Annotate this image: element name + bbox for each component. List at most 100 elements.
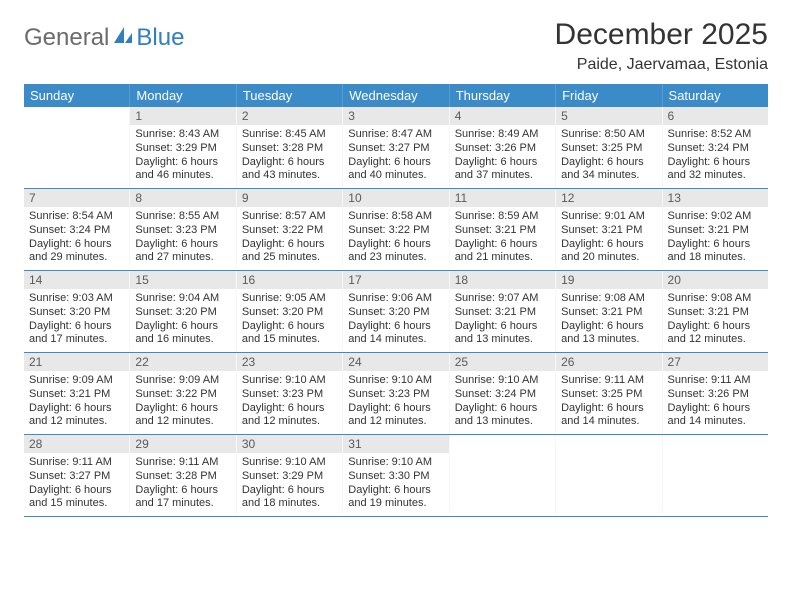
sunrise-line: Sunrise: 9:06 AM — [348, 292, 443, 306]
day-cell: 15Sunrise: 9:04 AMSunset: 3:20 PMDayligh… — [130, 271, 236, 352]
daylight-line: Daylight: 6 hours and 12 minutes. — [135, 402, 230, 430]
sunrise-line: Sunrise: 8:49 AM — [455, 128, 550, 142]
weekday-header: Friday — [556, 84, 662, 107]
day-number: 18 — [450, 271, 555, 289]
weekday-header: Sunday — [24, 84, 130, 107]
sunset-line: Sunset: 3:29 PM — [135, 142, 230, 156]
sunrise-line: Sunrise: 9:04 AM — [135, 292, 230, 306]
daylight-line: Daylight: 6 hours and 16 minutes. — [135, 320, 230, 348]
sunrise-line: Sunrise: 8:57 AM — [242, 210, 337, 224]
daylight-line: Daylight: 6 hours and 43 minutes. — [242, 156, 337, 184]
sunset-line: Sunset: 3:21 PM — [561, 224, 656, 238]
day-body: Sunrise: 9:10 AMSunset: 3:24 PMDaylight:… — [450, 371, 555, 434]
day-number: 28 — [24, 435, 129, 453]
day-body: Sunrise: 9:10 AMSunset: 3:29 PMDaylight:… — [237, 453, 342, 516]
daylight-line: Daylight: 6 hours and 32 minutes. — [668, 156, 763, 184]
day-body: Sunrise: 8:50 AMSunset: 3:25 PMDaylight:… — [556, 125, 661, 188]
day-cell: 21Sunrise: 9:09 AMSunset: 3:21 PMDayligh… — [24, 353, 130, 434]
sunset-line: Sunset: 3:21 PM — [455, 224, 550, 238]
sunset-line: Sunset: 3:20 PM — [29, 306, 124, 320]
day-cell — [663, 435, 768, 516]
day-number: 21 — [24, 353, 129, 371]
sunrise-line: Sunrise: 9:05 AM — [242, 292, 337, 306]
week-row: 7Sunrise: 8:54 AMSunset: 3:24 PMDaylight… — [24, 189, 768, 271]
brand-word-2: Blue — [136, 24, 184, 52]
day-body: Sunrise: 8:55 AMSunset: 3:23 PMDaylight:… — [130, 207, 235, 270]
day-number: 20 — [663, 271, 768, 289]
sunrise-line: Sunrise: 9:09 AM — [135, 374, 230, 388]
day-number: 3 — [343, 107, 448, 125]
sunrise-line: Sunrise: 9:08 AM — [561, 292, 656, 306]
day-cell: 3 Sunrise: 8:47 AMSunset: 3:27 PMDaylight… — [343, 107, 449, 188]
sunset-line: Sunset: 3:27 PM — [29, 470, 124, 484]
week-row: 14Sunrise: 9:03 AMSunset: 3:20 PMDayligh… — [24, 271, 768, 353]
day-cell: 31Sunrise: 9:10 AMSunset: 3:30 PMDayligh… — [343, 435, 449, 516]
brand-sail-icon — [112, 25, 134, 52]
day-number: 4 — [450, 107, 555, 125]
sunset-line: Sunset: 3:28 PM — [135, 470, 230, 484]
sunset-line: Sunset: 3:21 PM — [29, 388, 124, 402]
sunrise-line: Sunrise: 9:10 AM — [348, 374, 443, 388]
day-number: 26 — [556, 353, 661, 371]
day-cell: 25Sunrise: 9:10 AMSunset: 3:24 PMDayligh… — [450, 353, 556, 434]
day-number: 25 — [450, 353, 555, 371]
sunrise-line: Sunrise: 9:02 AM — [668, 210, 763, 224]
day-number: 31 — [343, 435, 448, 453]
daylight-line: Daylight: 6 hours and 23 minutes. — [348, 238, 443, 266]
daylight-line: Daylight: 6 hours and 17 minutes. — [135, 484, 230, 512]
day-number: 13 — [663, 189, 768, 207]
title-block: December 2025 Paide, Jaervamaa, Estonia — [555, 18, 768, 74]
sunset-line: Sunset: 3:29 PM — [242, 470, 337, 484]
sunset-line: Sunset: 3:27 PM — [348, 142, 443, 156]
sunrise-line: Sunrise: 9:11 AM — [29, 456, 124, 470]
day-body: Sunrise: 9:10 AMSunset: 3:23 PMDaylight:… — [343, 371, 448, 434]
daylight-line: Daylight: 6 hours and 12 minutes. — [348, 402, 443, 430]
day-cell: 9Sunrise: 8:57 AMSunset: 3:22 PMDaylight… — [237, 189, 343, 270]
daylight-line: Daylight: 6 hours and 13 minutes. — [561, 320, 656, 348]
daylight-line: Daylight: 6 hours and 13 minutes. — [455, 320, 550, 348]
day-cell: 28Sunrise: 9:11 AMSunset: 3:27 PMDayligh… — [24, 435, 130, 516]
day-body: Sunrise: 9:08 AMSunset: 3:21 PMDaylight:… — [663, 289, 768, 352]
sunrise-line: Sunrise: 9:07 AM — [455, 292, 550, 306]
day-body: Sunrise: 8:59 AMSunset: 3:21 PMDaylight:… — [450, 207, 555, 270]
day-number: 16 — [237, 271, 342, 289]
sunset-line: Sunset: 3:20 PM — [348, 306, 443, 320]
sunset-line: Sunset: 3:23 PM — [242, 388, 337, 402]
day-body: Sunrise: 8:54 AMSunset: 3:24 PMDaylight:… — [24, 207, 129, 270]
day-body: Sunrise: 9:09 AMSunset: 3:22 PMDaylight:… — [130, 371, 235, 434]
daylight-line: Daylight: 6 hours and 14 minutes. — [668, 402, 763, 430]
day-number: 14 — [24, 271, 129, 289]
calendar-grid: Sunday Monday Tuesday Wednesday Thursday… — [24, 84, 768, 517]
calendar-page: General Blue December 2025 Paide, Jaerva… — [0, 0, 792, 535]
sunrise-line: Sunrise: 9:11 AM — [668, 374, 763, 388]
week-row: 21Sunrise: 9:09 AMSunset: 3:21 PMDayligh… — [24, 353, 768, 435]
weekday-header: Monday — [130, 84, 236, 107]
day-body: Sunrise: 8:49 AMSunset: 3:26 PMDaylight:… — [450, 125, 555, 188]
sunset-line: Sunset: 3:25 PM — [561, 388, 656, 402]
day-cell: 4Sunrise: 8:49 AMSunset: 3:26 PMDaylight… — [450, 107, 556, 188]
day-body: Sunrise: 9:11 AMSunset: 3:28 PMDaylight:… — [130, 453, 235, 516]
week-row: 1Sunrise: 8:43 AMSunset: 3:29 PMDaylight… — [24, 107, 768, 189]
day-cell: 8Sunrise: 8:55 AMSunset: 3:23 PMDaylight… — [130, 189, 236, 270]
daylight-line: Daylight: 6 hours and 18 minutes. — [242, 484, 337, 512]
day-cell — [24, 107, 130, 188]
sunrise-line: Sunrise: 9:10 AM — [348, 456, 443, 470]
day-cell: 11Sunrise: 8:59 AMSunset: 3:21 PMDayligh… — [450, 189, 556, 270]
day-cell: 12Sunrise: 9:01 AMSunset: 3:21 PMDayligh… — [556, 189, 662, 270]
sunset-line: Sunset: 3:21 PM — [668, 306, 763, 320]
week-row: 28Sunrise: 9:11 AMSunset: 3:27 PMDayligh… — [24, 435, 768, 517]
day-cell: 1Sunrise: 8:43 AMSunset: 3:29 PMDaylight… — [130, 107, 236, 188]
day-cell: 13Sunrise: 9:02 AMSunset: 3:21 PMDayligh… — [663, 189, 768, 270]
daylight-line: Daylight: 6 hours and 12 minutes. — [29, 402, 124, 430]
day-cell: 26Sunrise: 9:11 AMSunset: 3:25 PMDayligh… — [556, 353, 662, 434]
day-cell: 2Sunrise: 8:45 AMSunset: 3:28 PMDaylight… — [237, 107, 343, 188]
sunset-line: Sunset: 3:26 PM — [455, 142, 550, 156]
day-number: 22 — [130, 353, 235, 371]
sunrise-line: Sunrise: 8:47 AM — [348, 128, 443, 142]
sunrise-line: Sunrise: 8:50 AM — [561, 128, 656, 142]
daylight-line: Daylight: 6 hours and 40 minutes. — [348, 156, 443, 184]
day-number: 19 — [556, 271, 661, 289]
day-number: 8 — [130, 189, 235, 207]
sunset-line: Sunset: 3:25 PM — [561, 142, 656, 156]
sunrise-line: Sunrise: 9:11 AM — [135, 456, 230, 470]
